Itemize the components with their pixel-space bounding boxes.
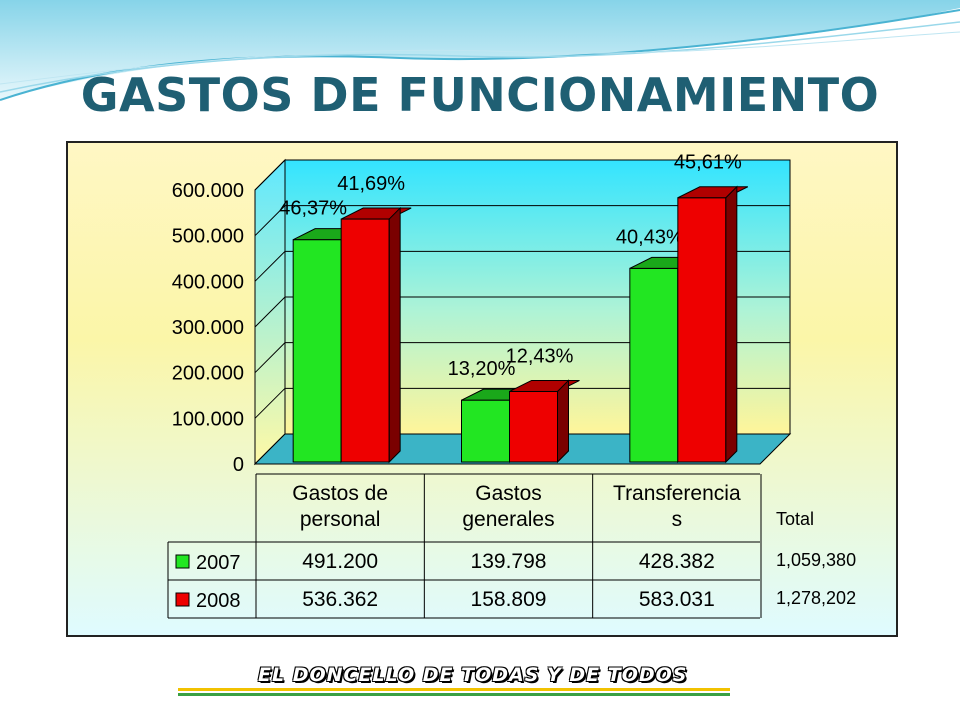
- pct-label: 13,20%: [448, 358, 516, 380]
- chart-panel: 0 100.000 200.000 300.000 400.000 500.000 600.…: [66, 141, 898, 637]
- bar-2008-2: [677, 197, 727, 463]
- bar-side-2008-1: [557, 379, 569, 464]
- table-value: 583.031: [639, 588, 715, 611]
- bar-side-2008-0: [388, 206, 401, 464]
- pct-label: 40,43%: [616, 226, 684, 248]
- bar-side-2008-2: [725, 185, 738, 464]
- y-tick-label: 300.000: [172, 317, 244, 339]
- footer-line-yellow: [178, 688, 730, 691]
- y-tick-label: 100.000: [172, 408, 244, 430]
- category-label: personal: [300, 508, 381, 531]
- total-value: 1,278,202: [776, 588, 856, 608]
- pct-label: 12,43%: [506, 345, 574, 367]
- pct-label: 45,61%: [674, 152, 742, 174]
- total-label: Total: [776, 509, 814, 529]
- table-value: 536.362: [302, 588, 378, 611]
- category-label: Transferencia: [613, 482, 741, 505]
- bar-2007-0: [292, 239, 342, 463]
- category-label: Gastos de: [292, 482, 388, 505]
- legend-swatch-2008: [175, 592, 190, 607]
- footer-line-green: [178, 693, 730, 696]
- category-label: Gastos: [475, 482, 542, 505]
- category-label: s: [672, 508, 683, 531]
- pct-label: 46,37%: [279, 198, 347, 220]
- page-title: GASTOS DE FUNCIONAMIENTO: [80, 68, 880, 122]
- legend-label: 2008: [196, 590, 241, 612]
- table-value: 139.798: [471, 550, 547, 573]
- legend-label: 2007: [196, 552, 241, 574]
- y-tick-label: 600.000: [172, 180, 244, 202]
- category-label: generales: [462, 508, 554, 531]
- y-tick-label: 200.000: [172, 363, 244, 385]
- y-tick-label: 500.000: [172, 226, 244, 248]
- y-tick-label: 400.000: [172, 271, 244, 293]
- bar-2008-1: [509, 390, 558, 463]
- background-waves: [0, 0, 960, 101]
- pct-label: 41,69%: [337, 173, 405, 195]
- table-value: 158.809: [471, 588, 547, 611]
- bar-2008-0: [340, 218, 390, 463]
- y-tick-label: 0: [233, 454, 244, 476]
- footer-slogan: EL DONCELLO DE TODAS Y DE TODOS: [258, 664, 688, 686]
- table-value: 428.382: [639, 550, 715, 573]
- bar-2007-2: [629, 267, 679, 463]
- bar-2007-1: [461, 399, 510, 463]
- legend-swatch-2007: [175, 554, 190, 569]
- table-value: 491.200: [302, 550, 378, 573]
- total-value: 1,059,380: [776, 550, 856, 570]
- bar-chart: 0 100.000 200.000 300.000 400.000 500.000 600.…: [167, 152, 856, 619]
